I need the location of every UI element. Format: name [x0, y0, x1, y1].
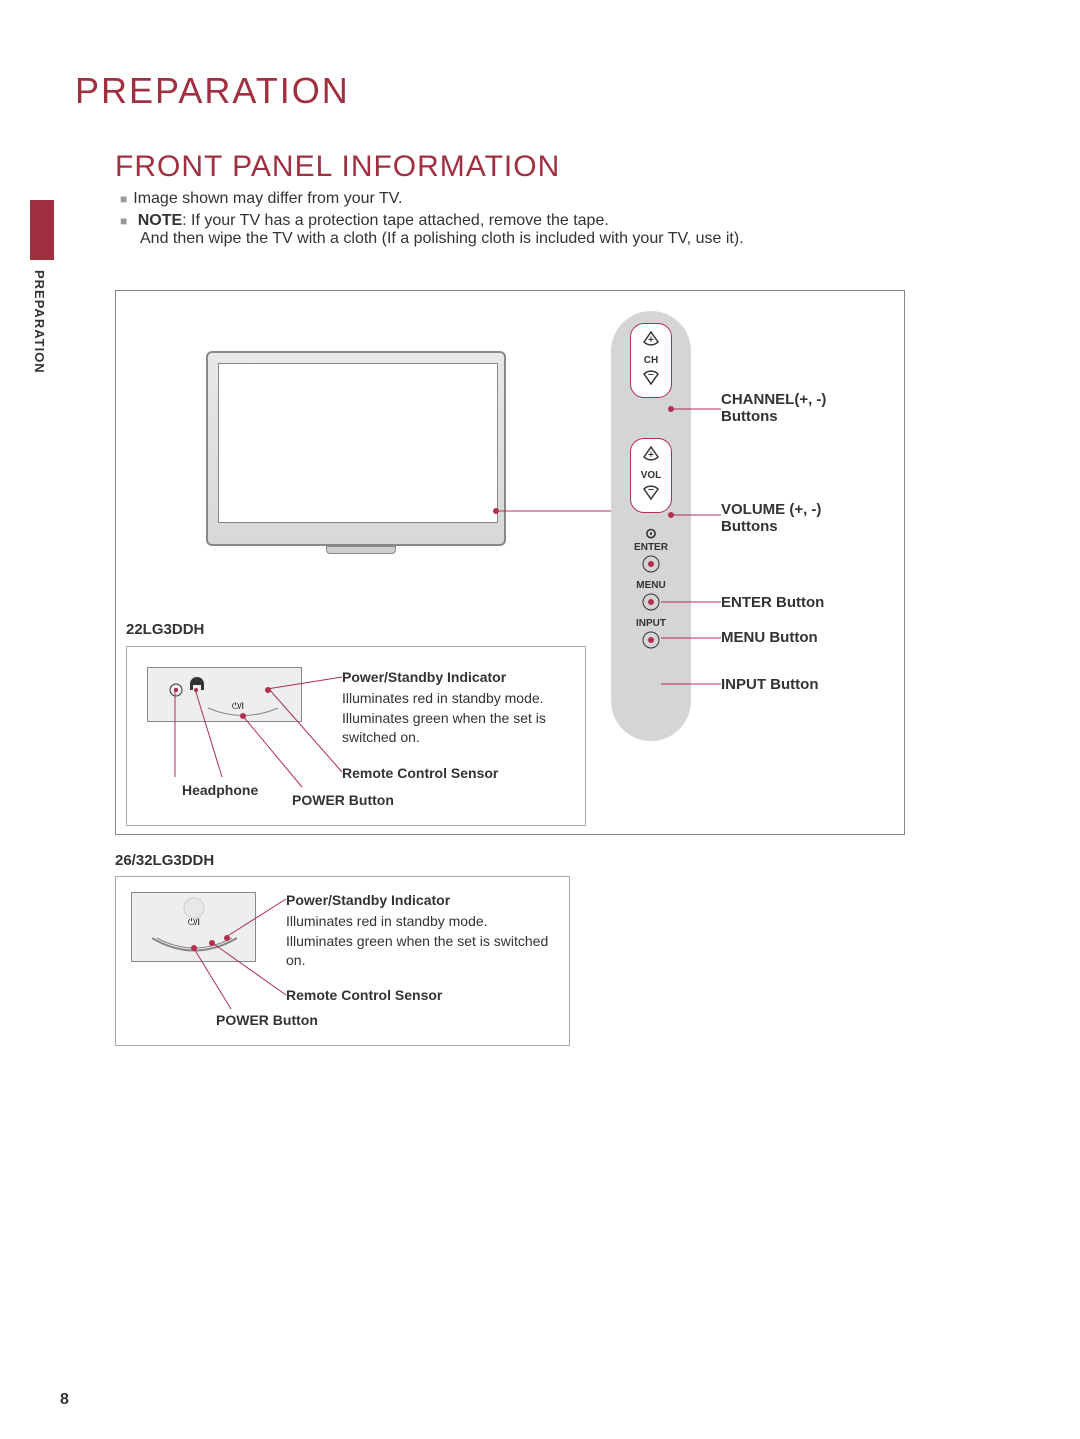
- note-bullet-2: ■ NOTE: If your TV has a protection tape…: [120, 212, 744, 248]
- model2-lines: [116, 877, 571, 1047]
- sidebar-label: PREPARATION: [32, 270, 47, 374]
- page-title: PREPARATION: [75, 70, 350, 112]
- sidebar-color-block: [30, 200, 54, 260]
- main-diagram-box: + CH − + VOL − ⊙ ENTER MENU INPUT CHANNE…: [115, 290, 905, 835]
- model1-label: 22LG3DDH: [126, 621, 204, 638]
- note-bullet-1: Image shown may differ from your TV.: [120, 190, 402, 208]
- model2-box: ⏻/I Power/Standby Indicator Illuminates …: [115, 876, 570, 1046]
- bullet-marker: ■: [120, 214, 127, 228]
- note-line2: And then wipe the TV with a cloth (If a …: [140, 230, 744, 248]
- model2-label: 26/32LG3DDH: [115, 852, 214, 869]
- sidebar-tab: PREPARATION: [30, 200, 60, 380]
- page-number: 8: [60, 1391, 69, 1409]
- model1-lines: [127, 647, 587, 827]
- model1-box: ⏻/I Power/Standby Indicator Illuminates …: [126, 646, 586, 826]
- note-bold: NOTE: [138, 212, 182, 229]
- section-title: FRONT PANEL INFORMATION: [115, 150, 560, 184]
- note-rest: : If your TV has a protection tape attac…: [182, 212, 609, 229]
